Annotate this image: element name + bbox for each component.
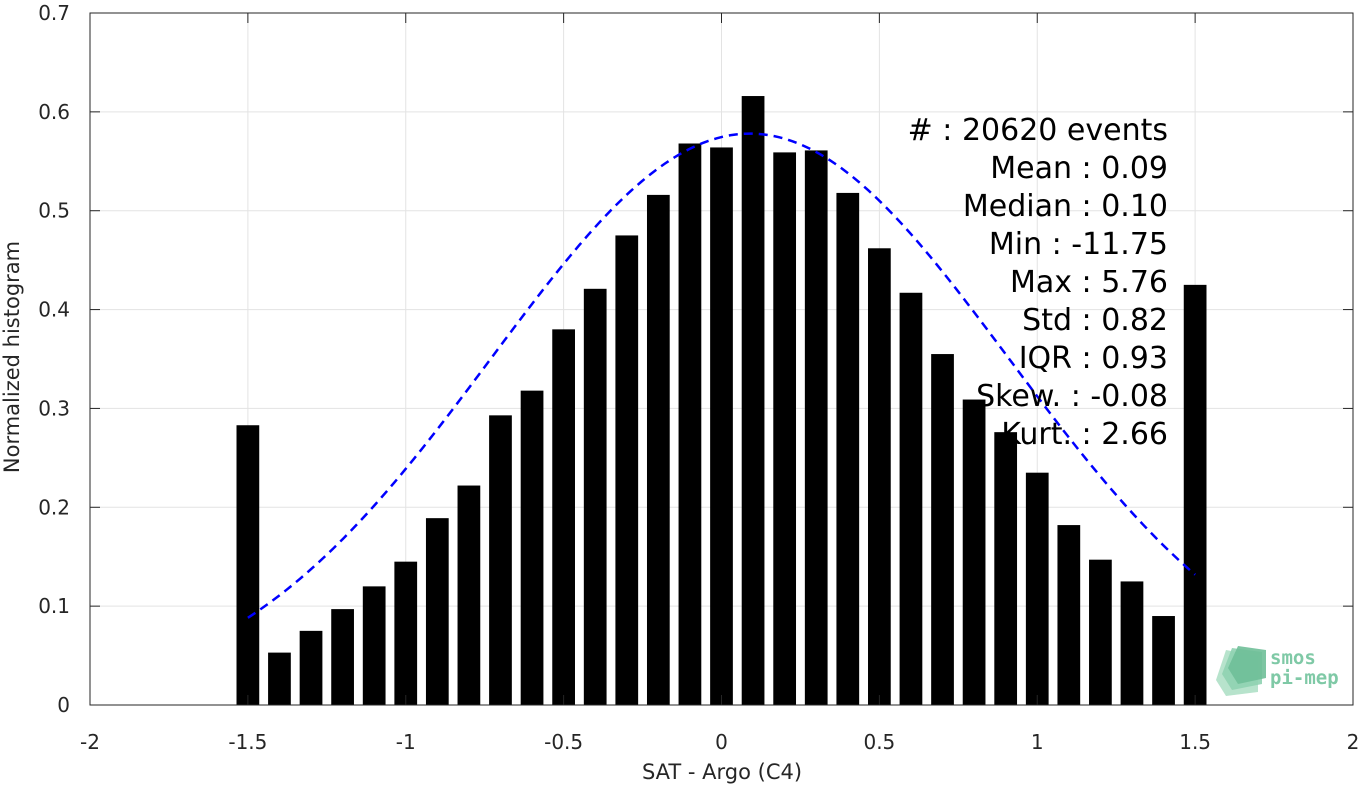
histogram-bar xyxy=(552,329,575,705)
histogram-bar xyxy=(1183,284,1207,705)
histogram-bar xyxy=(268,652,291,705)
y-tick-label: 0 xyxy=(57,693,70,717)
histogram-bar xyxy=(489,415,512,705)
histogram-bar xyxy=(1025,472,1049,705)
y-tick-label: 0.2 xyxy=(38,495,70,519)
x-tick-label: -1.5 xyxy=(228,730,267,754)
x-tick-labels: -2 -1.5 -1 -0.5 0 0.5 1 1.5 2 xyxy=(80,730,1359,754)
stat-line: Std : 0.82 xyxy=(1022,303,1168,338)
x-tick-label: 0 xyxy=(715,730,728,754)
x-tick-label: 2 xyxy=(1347,730,1360,754)
histogram-bar xyxy=(362,586,386,705)
x-tick-label: 1 xyxy=(1031,730,1044,754)
y-axis-label: Normalized histogram xyxy=(0,241,24,473)
x-tick-label: -1 xyxy=(396,730,416,754)
histogram-bar xyxy=(836,192,860,706)
stat-line: # : 20620 events xyxy=(908,113,1168,148)
logo-cube-icon xyxy=(1216,646,1266,696)
histogram-bar xyxy=(520,390,544,705)
gaussian-fit-curve xyxy=(247,132,1196,619)
x-tick-label: 0.5 xyxy=(863,730,895,754)
histogram-bar xyxy=(457,485,481,705)
histogram-bar xyxy=(425,518,449,705)
x-tick-label: -0.5 xyxy=(544,730,583,754)
stat-line: Mean : 0.09 xyxy=(990,151,1168,186)
histogram-bar xyxy=(615,235,639,705)
logo-text-pi-mep: pi-mep xyxy=(1270,667,1339,689)
y-tick-label: 0.6 xyxy=(38,100,70,124)
y-tick-label: 0.7 xyxy=(38,1,70,25)
y-tick-labels: 0 0.1 0.2 0.3 0.4 0.5 0.6 0.7 xyxy=(38,1,70,717)
y-tick-label: 0.1 xyxy=(38,594,70,618)
stat-line: IQR : 0.93 xyxy=(1019,341,1168,376)
histogram-bar xyxy=(1089,559,1112,705)
x-axis-label: SAT - Argo (C4) xyxy=(642,760,802,784)
histogram-bar xyxy=(899,292,923,705)
histogram-bar xyxy=(773,152,797,706)
histogram-bar xyxy=(1120,581,1144,705)
x-tick-label: 1.5 xyxy=(1179,730,1211,754)
histogram-bar xyxy=(583,288,607,705)
y-tick-label: 0.4 xyxy=(38,298,70,322)
histogram-bar xyxy=(868,248,891,705)
histogram-bar xyxy=(331,609,354,705)
stat-line: Skew. : -0.08 xyxy=(976,379,1168,414)
histogram-bar xyxy=(741,96,765,706)
stat-line: Median : 0.10 xyxy=(963,189,1168,224)
y-tick-label: 0.3 xyxy=(38,396,70,420)
axes xyxy=(89,12,1354,706)
y-tick-label: 0.5 xyxy=(38,199,70,223)
histogram-bars xyxy=(236,96,1207,706)
histogram-bar xyxy=(804,150,828,705)
histogram-bar xyxy=(962,399,986,705)
histogram-bar xyxy=(678,143,702,705)
histogram-bar xyxy=(394,561,418,705)
logo-text-smos: smos xyxy=(1270,647,1316,669)
histogram-bar xyxy=(299,630,323,705)
histogram-bar xyxy=(646,194,670,705)
histogram-bar xyxy=(1057,525,1081,705)
histogram-bar xyxy=(1152,616,1175,705)
x-tick-label: -2 xyxy=(80,730,100,754)
histogram-bar xyxy=(236,425,260,705)
stat-line: Kurt. : 2.66 xyxy=(1001,417,1168,452)
histogram-bar xyxy=(710,147,733,706)
histogram-bar xyxy=(994,432,1018,705)
histogram-bar xyxy=(931,354,954,705)
stat-line: Max : 5.76 xyxy=(1010,265,1168,300)
smos-pi-mep-logo: smos pi-mep xyxy=(1216,646,1339,696)
stat-line: Min : -11.75 xyxy=(989,227,1168,262)
